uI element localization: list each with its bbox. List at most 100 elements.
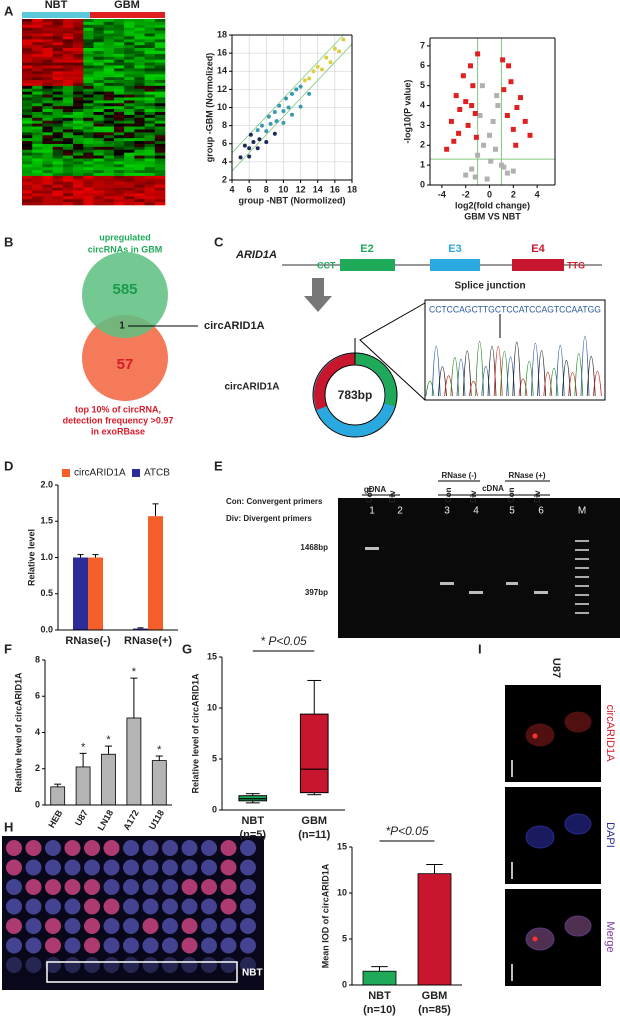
channel-label: circARID1A xyxy=(604,705,616,763)
heat-cell xyxy=(52,175,64,180)
core xyxy=(240,859,256,876)
heat-cell xyxy=(32,71,43,75)
heat-cell xyxy=(42,167,53,171)
point xyxy=(453,93,459,99)
heat-cell xyxy=(22,129,33,133)
heat-cell xyxy=(32,120,43,124)
heat-cell xyxy=(103,126,115,130)
heat-cell xyxy=(62,190,74,194)
heat-cell xyxy=(154,39,166,43)
heat-cell xyxy=(154,103,166,107)
heat-cell xyxy=(62,68,74,72)
heat-cell xyxy=(113,68,125,72)
heat-cell xyxy=(113,129,125,133)
heat-cell xyxy=(134,129,145,133)
heat-cell xyxy=(103,42,115,46)
heat-cell xyxy=(42,91,53,95)
heat-cell xyxy=(154,135,166,139)
heat-cell xyxy=(103,152,115,156)
heat-cell xyxy=(52,135,64,139)
exon-label: E2 xyxy=(360,243,373,255)
heat-cell xyxy=(62,149,74,153)
heat-cell xyxy=(134,106,145,110)
heat-cell xyxy=(144,146,156,151)
heat-cell xyxy=(83,71,94,75)
point xyxy=(490,118,496,124)
heat-cell xyxy=(83,193,94,197)
point xyxy=(238,155,243,160)
y-tick-label: 1.5 xyxy=(40,516,53,526)
heat-cell xyxy=(62,48,74,52)
heat-cell xyxy=(103,190,115,194)
point xyxy=(320,67,324,72)
heat-cell xyxy=(62,19,74,23)
heat-cell xyxy=(124,91,135,95)
point xyxy=(470,83,476,89)
heat-cell xyxy=(42,106,53,110)
heat-cell xyxy=(52,21,64,26)
heat-cell xyxy=(32,91,43,95)
heat-cell xyxy=(32,173,43,177)
heat-cell xyxy=(124,82,135,87)
heat-cell xyxy=(124,143,135,148)
x-tick-label: 0 xyxy=(487,189,492,199)
y-axis-label: Relative level of circARID1A xyxy=(190,673,200,794)
x-tick-label: 14 xyxy=(313,184,323,194)
heat-cell xyxy=(42,146,53,151)
x-tick-note: (n=85) xyxy=(418,1004,451,1016)
heat-cell xyxy=(52,36,64,40)
heat-cell xyxy=(22,187,33,191)
heat-cell xyxy=(134,202,145,206)
heat-cell xyxy=(154,56,166,60)
core xyxy=(181,879,198,895)
heat-cell xyxy=(134,167,145,171)
heat-cell xyxy=(103,181,115,185)
x-axis-label: GBM VS NBT xyxy=(464,211,521,221)
heat-cell xyxy=(124,164,135,168)
gel-image xyxy=(338,498,620,638)
heat-cell xyxy=(134,190,145,194)
heat-cell xyxy=(73,103,84,107)
point xyxy=(264,139,269,144)
heat-cell xyxy=(73,117,84,122)
heat-cell xyxy=(52,158,64,162)
heat-cell xyxy=(83,36,94,40)
heat-cell xyxy=(124,68,135,72)
heat-cell xyxy=(154,161,166,165)
heat-cell xyxy=(103,62,115,66)
heat-cell xyxy=(22,21,33,26)
heat-cell xyxy=(93,85,105,90)
heat-cell xyxy=(62,199,74,203)
heat-cell xyxy=(52,19,64,23)
heat-cell xyxy=(42,100,53,104)
heat-cell xyxy=(144,196,156,200)
heat-cell xyxy=(154,152,166,156)
heat-cell xyxy=(144,120,156,124)
cell xyxy=(564,915,592,937)
y-tick-label: 0 xyxy=(342,979,347,989)
legend-label: circARID1A xyxy=(74,468,126,479)
heat-cell xyxy=(73,53,84,58)
point xyxy=(517,95,523,101)
heat-cell xyxy=(113,175,125,180)
heat-cell xyxy=(93,199,105,203)
point xyxy=(500,57,506,63)
peak xyxy=(537,350,546,397)
ladder-band xyxy=(575,594,589,596)
heat-cell xyxy=(62,143,74,148)
heat-cell xyxy=(134,135,145,139)
heat-cell xyxy=(144,190,156,194)
point xyxy=(266,114,271,119)
heat-cell xyxy=(52,94,64,98)
heat-cell xyxy=(144,143,156,148)
x-tick-note: (n=11) xyxy=(298,829,330,841)
heat-cell xyxy=(52,71,64,75)
heat-cell xyxy=(32,155,43,159)
heat-cell xyxy=(93,48,105,52)
heat-cell xyxy=(32,27,43,31)
core xyxy=(162,898,178,915)
heat-cell xyxy=(42,135,53,139)
heat-cell xyxy=(22,56,33,60)
heat-cell xyxy=(83,135,94,139)
y-tick-label: 2.0 xyxy=(40,479,53,489)
